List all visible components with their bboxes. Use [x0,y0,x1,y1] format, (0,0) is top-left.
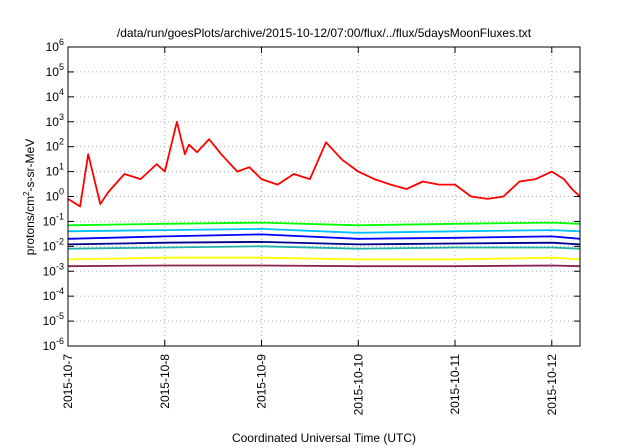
x-tick-labels: 2015-10-7 2015-10-8 2015-10-9 2015-10-10 201… [61,354,559,416]
series-line-4 [67,240,581,246]
x-tick-label: 2015-10-9 [255,354,269,409]
y-tick-exponent: -2 [56,236,64,246]
y-tick-label: 10-5 [43,311,64,328]
series-line-3 [67,233,581,240]
y-tick-label: 102 [46,137,64,154]
y-tick-exponent: -4 [56,286,64,296]
y-tick-base: 10 [43,289,57,303]
y-tick-exponent: 3 [59,112,64,122]
y-tick-base: 10 [46,40,60,54]
y-tick-label: 101 [46,162,64,179]
y-axis-label-base: protons/cm [23,196,37,255]
series-line-0 [67,120,581,208]
y-tick-label: 10-1 [43,211,64,228]
y-tick-base: 10 [43,339,57,353]
y-tick-base: 10 [46,115,60,129]
y-axis-label-rest: -s-sr-MeV [23,139,37,192]
y-tick-exponent: -6 [56,336,64,346]
series-line-1 [67,221,581,227]
y-tick-base: 10 [43,214,57,228]
y-tick-exponent: 1 [59,162,64,172]
y-tick-base: 10 [46,65,60,79]
x-tick-label: 2015-10-8 [158,354,172,409]
y-tick-base: 10 [46,165,60,179]
y-tick-label: 100 [46,187,64,204]
y-tick-exponent: -1 [56,211,64,221]
y-tick-exponent: 5 [59,62,64,72]
y-tick-exponent: 0 [59,187,64,197]
y-tick-label: 103 [46,112,64,129]
y-axis-label: protons/cm2-s-sr-MeV [22,139,37,255]
x-axis-label: Coordinated Universal Time (UTC) [232,431,416,445]
y-tick-base: 10 [43,239,57,253]
y-tick-exponent: -5 [56,311,64,321]
series-line-5 [67,245,581,250]
y-axis-label-sup: 2 [22,191,31,196]
y-tick-label: 105 [46,62,64,79]
series-line-6 [67,256,581,261]
x-tick-label: 2015-10-12 [545,354,559,416]
series-group [67,120,581,268]
y-tick-label: 104 [46,87,64,104]
y-tick-labels: 10-610-510-410-310-210-11001011021031041… [43,37,64,353]
y-tick-base: 10 [43,314,57,328]
chart-title: /data/run/goesPlots/archive/2015-10-12/0… [117,26,532,40]
y-tick-label: 10-6 [43,336,64,353]
axis-ticks [67,46,580,347]
y-tick-label: 10-4 [43,286,64,303]
y-tick-base: 10 [46,140,60,154]
y-tick-base: 10 [46,90,60,104]
x-tick-label: 2015-10-10 [351,354,365,416]
x-tick-label: 2015-10-7 [61,354,75,409]
y-tick-label: 10-2 [43,236,64,253]
y-tick-label: 106 [46,37,64,54]
y-tick-label: 10-3 [43,261,64,278]
series-line-2 [67,227,581,234]
y-tick-exponent: -3 [56,261,64,271]
y-tick-base: 10 [43,264,57,278]
y-tick-exponent: 2 [59,137,64,147]
y-tick-base: 10 [46,190,60,204]
y-tick-exponent: 6 [59,37,64,47]
y-tick-exponent: 4 [59,87,64,97]
series-line-7 [67,264,581,268]
x-tick-label: 2015-10-11 [448,354,462,415]
